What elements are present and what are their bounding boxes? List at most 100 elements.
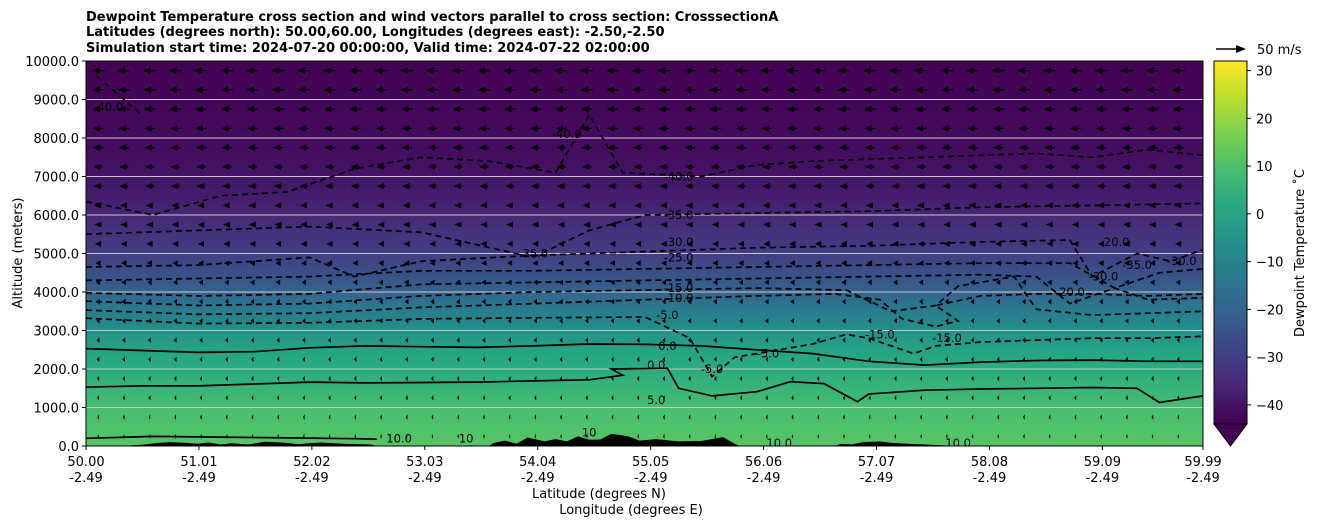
wind-vector-head — [1021, 260, 1027, 267]
wind-vector-head — [610, 298, 615, 305]
wind-vector-head — [790, 318, 795, 324]
wind-vector-head — [327, 318, 332, 324]
wind-vector-head — [714, 395, 717, 401]
wind-vector-head — [1175, 279, 1181, 286]
wind-vector-head — [817, 414, 819, 420]
wind-vector-head — [635, 260, 641, 267]
wind-vector-head — [327, 337, 331, 343]
wind-vector-head — [96, 375, 100, 382]
wind-vector-head — [687, 279, 692, 286]
wind-vector-head — [277, 395, 280, 401]
wind-vector-head — [969, 260, 976, 267]
wind-vector-head — [399, 67, 408, 75]
wind-vector-head — [376, 182, 384, 190]
wind-vector-head — [816, 318, 820, 324]
wind-vector-head — [96, 318, 100, 324]
wind-vector-head — [302, 337, 306, 343]
wind-vector-head — [659, 202, 667, 209]
wind-vector-head — [506, 260, 513, 267]
wind-vector-head — [918, 279, 924, 286]
wind-vector-head — [1121, 144, 1130, 151]
wind-vector-head — [970, 279, 975, 286]
wind-vector-head — [1150, 337, 1154, 343]
wind-vector-head — [222, 202, 230, 209]
wind-vector-head — [379, 356, 383, 363]
wind-vector-head — [1097, 240, 1105, 247]
wind-vector-head — [894, 375, 897, 382]
wind-vector-head — [122, 318, 126, 324]
wind-vector-head — [328, 433, 331, 440]
wind-vector-head — [121, 260, 127, 267]
wind-vector-head — [943, 221, 951, 228]
wind-vector-head — [298, 163, 307, 171]
wind-vector-head — [556, 202, 565, 209]
wind-vector-head — [298, 144, 307, 151]
wind-vector-head — [868, 395, 871, 401]
wind-vector-head — [1047, 298, 1052, 305]
wind-vector-head — [967, 144, 975, 151]
wind-vector-head — [93, 202, 102, 209]
colorbar-tick-label: 30 — [1256, 65, 1273, 80]
wind-vector-head — [196, 163, 204, 171]
wind-vector-head — [97, 433, 99, 440]
wind-vector-head — [1119, 67, 1128, 75]
wind-vector-head — [195, 144, 204, 151]
x-axis: 50.00-2.4951.01-2.4952.02-2.4953.03-2.49… — [67, 446, 1222, 486]
wind-vector-head — [195, 125, 204, 132]
wind-vector-head — [91, 86, 100, 94]
wind-vector-head — [868, 356, 871, 363]
wind-vector-head — [251, 375, 254, 382]
wind-vector-head — [916, 163, 924, 171]
wind-vector-head — [199, 395, 202, 401]
wind-vector-head — [945, 414, 948, 420]
wind-vector-head — [558, 279, 564, 286]
wind-vector-head — [118, 163, 127, 171]
wind-vectors — [91, 67, 1185, 440]
wind-vector-head — [709, 125, 718, 132]
wind-vector-head — [992, 105, 1000, 113]
wind-vector-head — [478, 144, 487, 151]
wind-vector-head — [173, 356, 177, 363]
wind-vector-head — [865, 202, 873, 209]
wind-vector-head — [354, 414, 357, 420]
wind-vector-head — [147, 279, 152, 286]
contour-label: -40.0 — [93, 100, 123, 114]
wind-vector-head — [765, 433, 768, 440]
contour-label: -25.0 — [664, 250, 694, 264]
wind-vector-head — [893, 318, 897, 324]
wind-vector-head — [147, 337, 151, 343]
wind-vector-head — [404, 279, 409, 286]
wind-vector-head — [1045, 182, 1053, 190]
x-tick-label-lon: -2.49 — [973, 471, 1007, 486]
wind-vector-head — [96, 356, 100, 363]
wind-vector-head — [245, 86, 254, 94]
wind-vector-head — [328, 395, 331, 401]
wind-vector-head — [789, 260, 795, 267]
wind-vector-head — [350, 163, 358, 171]
wind-vector-head — [302, 318, 306, 324]
wind-vector-head — [765, 375, 768, 382]
wind-vector-head — [194, 86, 203, 94]
wind-vector-head — [403, 240, 410, 247]
wind-vector-head — [685, 182, 693, 190]
wind-vector-head — [811, 67, 820, 75]
wind-vector-head — [220, 105, 229, 113]
wind-vector-head — [505, 202, 513, 209]
wind-vector-head — [1124, 298, 1129, 305]
wind-vector-head — [96, 337, 100, 343]
wind-vector-head — [122, 414, 125, 420]
wind-vector-head — [374, 67, 383, 75]
wind-vector-head — [1047, 318, 1052, 324]
wind-vector-head — [631, 67, 640, 75]
wind-vector-head — [377, 221, 385, 228]
wind-vector-head — [1171, 67, 1180, 75]
wind-vector-head — [199, 356, 203, 363]
wind-vector-head — [868, 375, 871, 382]
wind-vector-head — [686, 240, 693, 247]
wind-vector-head — [480, 221, 488, 228]
wind-vector-head — [246, 105, 255, 113]
wind-vector-head — [661, 260, 667, 267]
wind-vector-head — [117, 86, 126, 94]
wind-vector-head — [299, 182, 307, 190]
wind-vector-head — [841, 279, 846, 286]
